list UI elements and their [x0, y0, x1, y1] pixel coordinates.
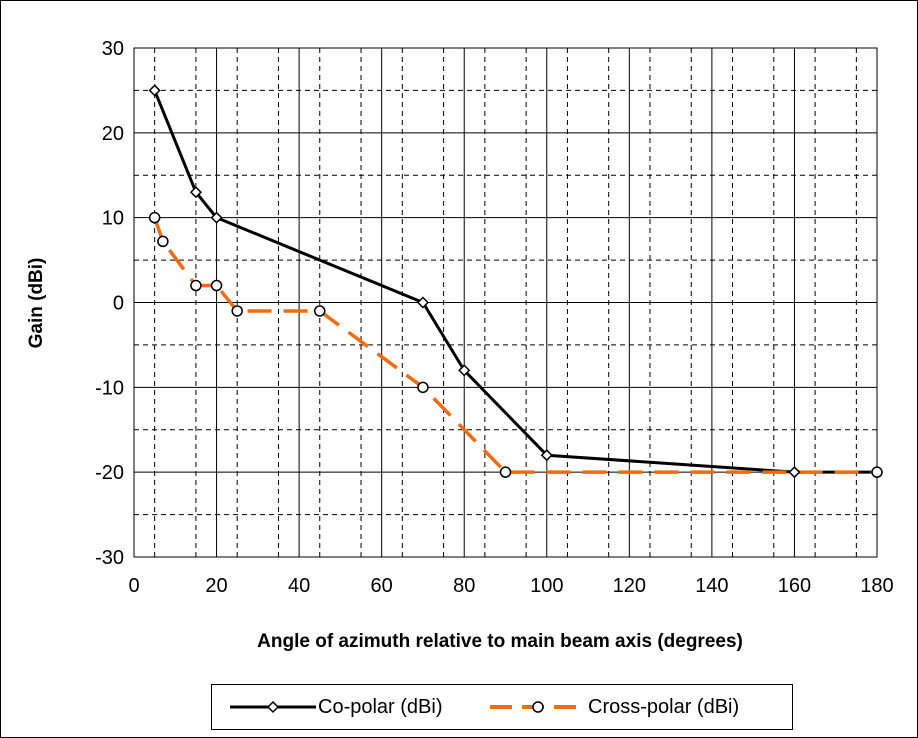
x-tick-label: 20: [205, 575, 227, 597]
y-tick-label: -30: [95, 547, 124, 569]
y-tick-label: 20: [102, 123, 124, 145]
data-point-cross-polar: [157, 235, 169, 248]
x-axis-title: Angle of azimuth relative to main beam a…: [257, 631, 743, 652]
data-point-cross-polar: [499, 466, 512, 478]
legend-item-cross-polar: Cross-polar (dBi): [488, 685, 739, 729]
y-axis-title: Gain (dBi): [26, 258, 47, 349]
x-tick-label: 160: [778, 575, 811, 597]
x-tick-labels: 0 20 40 60 80 100 120 140 160 180: [128, 575, 893, 597]
y-tick-label: -20: [95, 462, 124, 484]
data-point-co-polar: [458, 364, 471, 377]
data-point-cross-polar: [148, 211, 161, 224]
y-tick-labels: 30 20 10 0 -10 -20 -30: [95, 38, 124, 569]
data-point-co-polar: [416, 296, 430, 309]
data-point-cross-polar: [231, 305, 243, 317]
x-tick-label: 100: [530, 575, 563, 597]
x-tick-label: 140: [695, 575, 728, 597]
data-point-co-polar: [148, 84, 161, 97]
x-tick-label: 120: [613, 575, 646, 597]
y-tick-label: 30: [102, 38, 124, 60]
x-tick-label: 60: [371, 575, 393, 597]
y-tick-label: 10: [102, 208, 124, 230]
legend-swatch-co-polar: [230, 700, 316, 714]
data-point-cross-polar: [871, 466, 883, 478]
data-point-cross-polar: [190, 279, 202, 292]
data-point-co-polar: [210, 211, 223, 224]
x-tick-label: 80: [453, 575, 475, 597]
y-tick-label: 0: [113, 293, 124, 315]
plot-border: [133, 47, 878, 558]
data-point-co-polar: [540, 449, 553, 462]
series-line-cross-polar: [152, 217, 877, 474]
legend-label-co-polar: Co-polar (dBi): [318, 695, 443, 718]
data-point-co-polar: [189, 186, 202, 199]
data-point-cross-polar: [210, 279, 223, 292]
x-tick-label: 40: [288, 575, 310, 597]
series-line-co-polar: [153, 89, 877, 474]
data-point-cross-polar: [417, 381, 429, 394]
data-point-cross-polar: [314, 305, 326, 317]
x-tick-label: 0: [128, 575, 139, 597]
legend-item-co-polar: Co-polar (dBi): [228, 685, 442, 729]
series-layer: [148, 84, 884, 479]
legend: Co-polar (dBi) Cross-polar (dBi): [211, 684, 793, 730]
legend-swatch-cross-polar: [490, 701, 586, 713]
x-tick-label: 180: [860, 575, 893, 597]
legend-label-cross-polar: Cross-polar (dBi): [588, 695, 740, 718]
y-tick-label: -10: [95, 377, 124, 399]
major-gridlines: [134, 48, 877, 557]
data-point-co-polar: [788, 466, 801, 479]
